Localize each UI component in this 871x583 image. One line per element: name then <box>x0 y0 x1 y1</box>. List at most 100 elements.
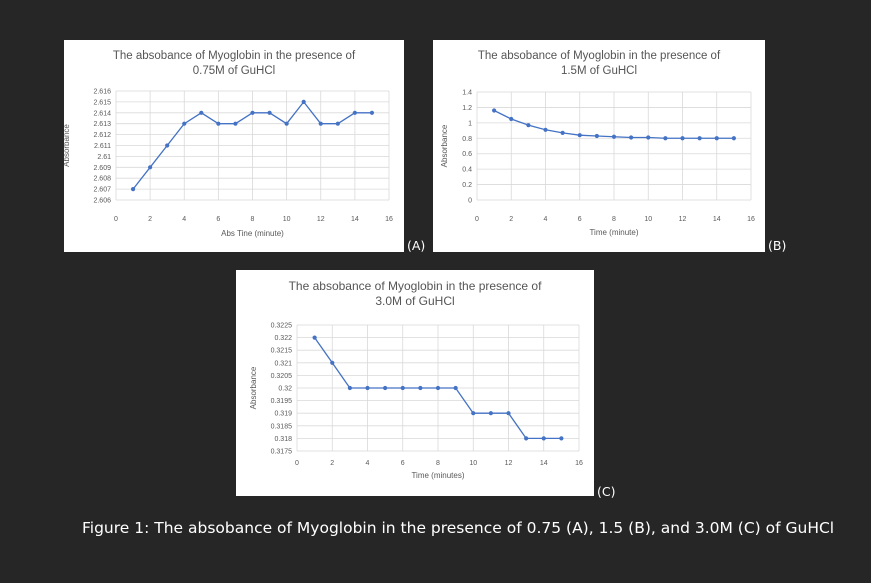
x-tick-label: 6 <box>578 216 582 223</box>
data-point <box>541 436 546 441</box>
chart-panel-c: The absobance of Myoglobin in the presen… <box>236 270 594 496</box>
data-point <box>284 121 289 126</box>
y-tick-label: 0.318 <box>274 436 292 443</box>
x-tick-label: 8 <box>436 460 440 467</box>
data-point <box>165 143 170 148</box>
x-tick-label: 6 <box>216 216 220 223</box>
y-tick-label: 0.3205 <box>271 373 293 380</box>
chart-title-a-line2: 0.75M of GuHCl <box>192 65 276 77</box>
data-point <box>400 385 405 391</box>
x-tick-label: 12 <box>317 216 325 223</box>
x-tick-label: 6 <box>401 460 405 467</box>
data-point <box>418 385 423 391</box>
data-point <box>148 165 153 170</box>
data-point <box>347 385 352 391</box>
data-point <box>646 135 651 140</box>
data-point <box>471 411 476 416</box>
y-tick-label: 2.616 <box>93 89 111 96</box>
y-tick-label: 0.319 <box>274 411 292 418</box>
y-tick-label: 0.6 <box>462 151 472 158</box>
data-point <box>543 127 548 132</box>
y-tick-label: 2.607 <box>93 187 111 194</box>
y-tick-label: 1 <box>468 120 472 127</box>
y-tick-label: 0.3215 <box>271 348 293 355</box>
data-point <box>352 110 357 115</box>
x-tick-label: 8 <box>251 216 255 223</box>
data-point <box>509 116 514 122</box>
data-point <box>267 110 272 115</box>
chart-title-c: The absobance of Myoglobin in the presen… <box>236 279 594 309</box>
data-point <box>506 411 511 416</box>
y-tick-label: 0.2 <box>462 182 472 189</box>
x-tick-label: 10 <box>644 216 652 223</box>
data-point <box>577 133 582 138</box>
chart-title-c-line2: 3.0M of GuHCl <box>375 294 455 308</box>
y-tick-label: 2.606 <box>93 198 111 205</box>
data-point <box>301 99 306 104</box>
chart-title-b-line2: 1.5M of GuHCl <box>560 65 638 77</box>
y-tick-label: 0.3185 <box>271 423 293 430</box>
y-tick-label: 2.612 <box>93 132 111 139</box>
chart-b-svg: 1.4 1.2 1 0.8 0.6 0.4 0.2 0 0 2 4 6 8 10 12 14 16 Time (m… <box>440 90 755 238</box>
y-tick-label: 0.321 <box>274 360 292 367</box>
data-point <box>697 136 702 141</box>
chart-title-b: The absobance of Myoglobin in the presen… <box>433 49 765 79</box>
data-point <box>318 121 323 126</box>
x-tick-label: 16 <box>385 216 393 223</box>
y-axis-label: Absorbance <box>249 366 258 409</box>
y-axis-label: Absorbance <box>440 124 449 167</box>
x-tick-label: 12 <box>505 460 513 467</box>
data-point <box>714 136 719 141</box>
x-axis-label: Time (minutes) <box>411 471 464 480</box>
x-tick-label: 2 <box>330 460 334 467</box>
y-tick-label: 0.322 <box>274 335 292 342</box>
y-tick-label: 2.61 <box>97 154 111 161</box>
data-point <box>330 360 335 365</box>
y-tick-label: 0.3225 <box>271 323 293 330</box>
y-tick-label: 0.3175 <box>271 449 293 456</box>
chart-c-svg: 0.3225 0.322 0.3215 0.321 0.3205 0.32 0.3195 0.… <box>249 323 583 481</box>
data-point <box>629 135 634 140</box>
x-tick-label: 4 <box>366 460 370 467</box>
chart-tag-b: (B) <box>768 238 787 253</box>
chart-a-svg: 2.616 2.615 2.614 2.613 2.612 2.611 2.61 2.609 2… <box>64 89 393 239</box>
data-point <box>335 121 340 126</box>
x-tick-label: 16 <box>747 216 755 223</box>
data-point <box>199 110 204 115</box>
data-point <box>526 123 531 128</box>
x-tick-label: 10 <box>283 216 291 223</box>
x-tick-label: 2 <box>509 216 513 223</box>
x-tick-label: 16 <box>575 460 583 467</box>
y-tick-label: 0 <box>468 198 472 205</box>
x-tick-label: 2 <box>148 216 152 223</box>
figure-caption: Figure 1: The absobance of Myoglobin in … <box>82 519 835 537</box>
data-point <box>365 385 370 391</box>
data-point <box>594 133 599 139</box>
chart-title-a-line1: The absobance of Myoglobin in the presen… <box>112 50 356 62</box>
x-tick-label: 14 <box>540 460 548 467</box>
data-point <box>492 108 497 113</box>
x-tick-label: 0 <box>295 460 299 467</box>
chart-title-b-line1: The absobance of Myoglobin in the presen… <box>477 50 721 62</box>
data-point <box>560 130 565 135</box>
x-tick-label: 10 <box>469 460 477 467</box>
data-point <box>680 136 685 141</box>
data-point <box>130 187 136 192</box>
chart-title-c-line1: The absobance of Myoglobin in the presen… <box>288 279 542 293</box>
data-point <box>233 121 238 126</box>
x-tick-label: 4 <box>182 216 186 223</box>
y-tick-label: 2.614 <box>93 110 111 117</box>
x-tick-label: 8 <box>612 216 616 223</box>
y-tick-label: 2.613 <box>93 121 111 128</box>
y-tick-label: 0.3195 <box>271 398 293 405</box>
data-point <box>611 134 617 139</box>
chart-tag-a: (A) <box>407 238 426 253</box>
data-point <box>216 121 221 126</box>
data-point <box>663 136 668 141</box>
x-tick-label: 14 <box>351 216 359 223</box>
y-axis-label: Absorbance <box>64 124 71 167</box>
data-point <box>488 411 493 416</box>
chart-title-a: The absobance of Myoglobin in the presen… <box>64 49 404 79</box>
chart-panel-b: The absobance of Myoglobin in the presen… <box>433 40 765 252</box>
data-point <box>731 136 736 141</box>
